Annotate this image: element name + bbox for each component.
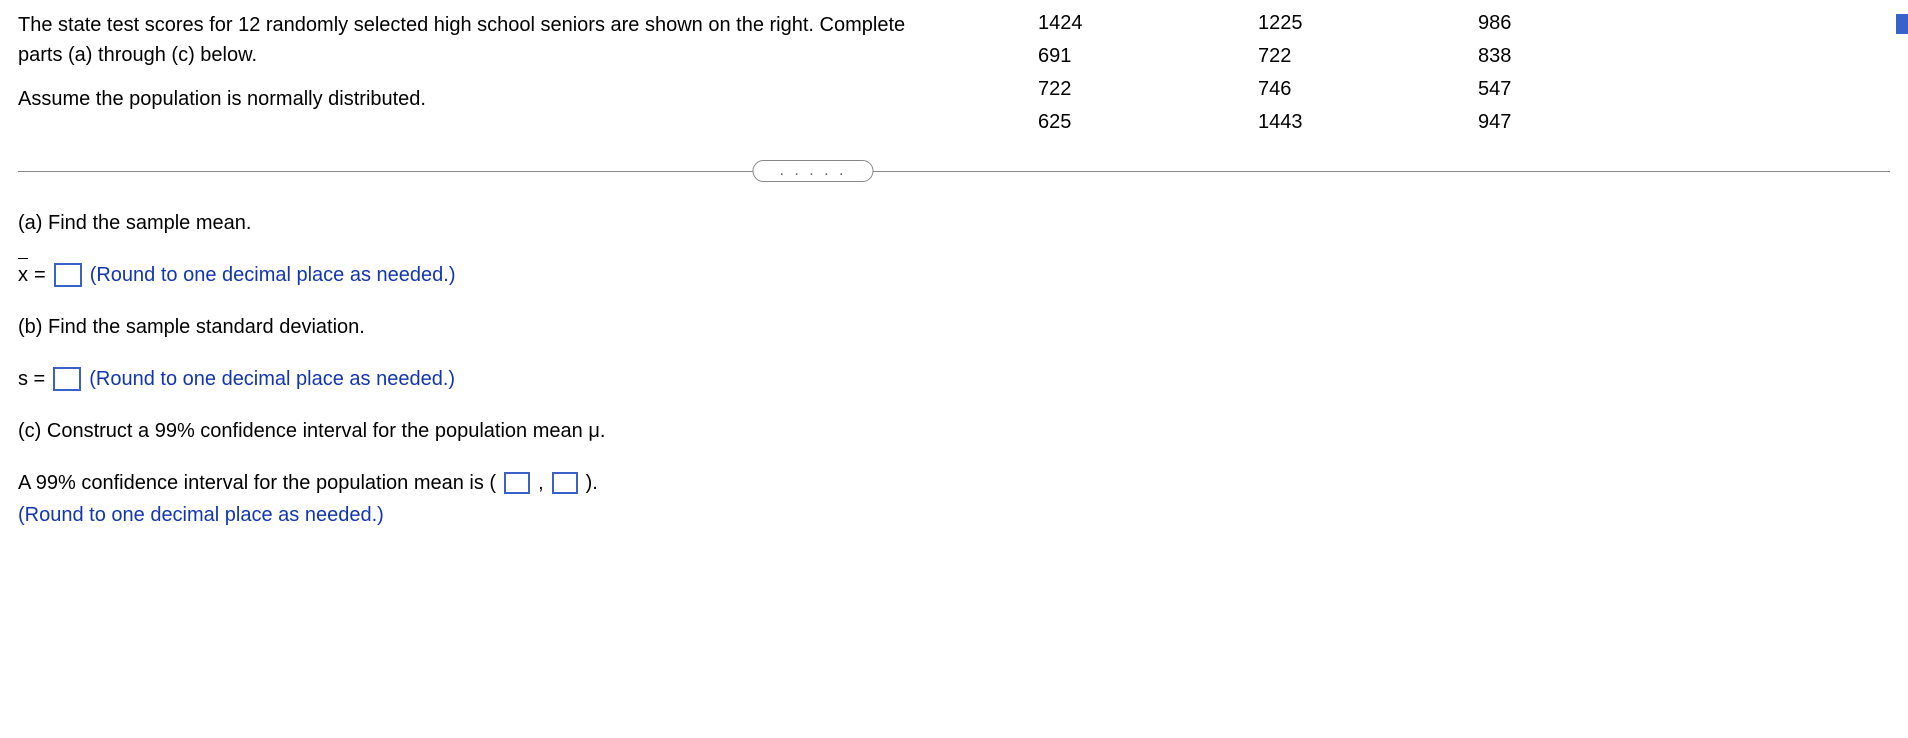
s-equals: s =: [18, 364, 45, 394]
problem-text: The state test scores for 12 randomly se…: [18, 10, 1018, 128]
data-table: 1424 1225 986 691 722 838 722 746 547 62…: [1018, 10, 1678, 134]
ci-comma: ,: [538, 468, 544, 498]
part-b-label: (b) Find the sample standard deviation.: [18, 312, 1890, 342]
intro-line-2: parts (a) through (c) below.: [18, 44, 257, 66]
data-cell: 722: [1038, 78, 1238, 101]
xbar-symbol: x: [18, 260, 30, 290]
mean-input[interactable]: [54, 263, 82, 287]
data-cell: 1443: [1258, 111, 1458, 134]
data-cell: 1424: [1038, 12, 1238, 35]
data-cell: 625: [1038, 111, 1238, 134]
data-cell: 691: [1038, 45, 1238, 68]
part-b-hint: (Round to one decimal place as needed.): [89, 364, 455, 394]
intro-line-1: The state test scores for 12 randomly se…: [18, 14, 905, 36]
part-a-hint: (Round to one decimal place as needed.): [90, 260, 456, 290]
part-b-answer-line: s = (Round to one decimal place as neede…: [18, 364, 1890, 394]
expand-toggle-button[interactable]: . . . . .: [752, 160, 873, 182]
section-divider: . . . . .: [18, 158, 1890, 184]
divider-line: [18, 171, 1890, 172]
part-c-label: (c) Construct a 99% confidence interval …: [18, 416, 1890, 446]
stddev-input[interactable]: [53, 367, 81, 391]
problem-header: The state test scores for 12 randomly se…: [18, 10, 1890, 134]
part-c-answer-line: A 99% confidence interval for the popula…: [18, 468, 1890, 498]
data-cell: 838: [1478, 45, 1678, 68]
data-cell: 722: [1258, 45, 1458, 68]
ci-statement-post: ).: [586, 468, 598, 498]
part-a-label: (a) Find the sample mean.: [18, 208, 1890, 238]
ci-lower-input[interactable]: [504, 472, 530, 494]
equals-sign: =: [34, 260, 46, 290]
ci-upper-input[interactable]: [552, 472, 578, 494]
page-edge-marker: [1896, 14, 1908, 34]
assumption-text: Assume the population is normally distri…: [18, 84, 1018, 114]
data-cell: 547: [1478, 78, 1678, 101]
part-c-hint: (Round to one decimal place as needed.): [18, 500, 1890, 530]
part-a-answer-line: x = (Round to one decimal place as neede…: [18, 260, 1890, 290]
data-cell: 947: [1478, 111, 1678, 134]
questions-section: (a) Find the sample mean. x = (Round to …: [18, 208, 1890, 530]
ci-statement-pre: A 99% confidence interval for the popula…: [18, 468, 496, 498]
data-cell: 746: [1258, 78, 1458, 101]
data-cell: 1225: [1258, 12, 1458, 35]
data-cell: 986: [1478, 12, 1678, 35]
